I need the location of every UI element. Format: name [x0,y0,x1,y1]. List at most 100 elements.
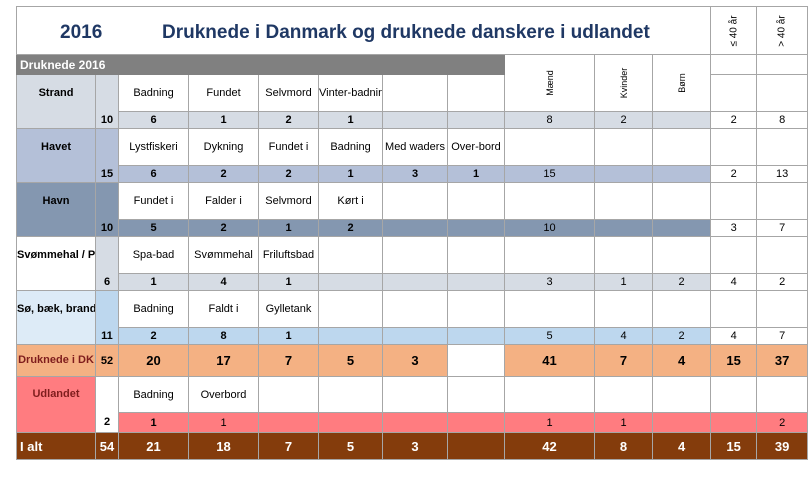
women-value [594,165,653,183]
category-label-strand: Strand [16,74,96,112]
cause-value [447,273,505,291]
udland-count: 2 [95,412,119,433]
le40-value: 4 [710,327,758,345]
header: 2016 Druknede i Danmark og druknede dans… [0,6,685,54]
header-children: Børn [651,54,712,112]
cause-label: Badning [118,74,189,112]
cause-label [382,236,448,274]
empty-cell [594,182,653,220]
gt40-value: 13 [756,165,809,183]
cause-value: 1 [118,273,189,291]
cause-value: 1 [118,412,189,433]
men-value: 5 [504,327,595,345]
year-label: 2016 [60,22,103,43]
cause-label: Fundet [188,74,259,112]
cause-label [318,236,383,274]
cause-value: 1 [258,327,319,345]
dk-total-children: 4 [651,344,712,377]
udland-label: Udlandet [16,376,96,413]
grand-total-label: I alt [16,432,96,460]
men-value: 3 [504,273,595,291]
section-label: Druknede 2016 [16,54,505,75]
gt40-value: 2 [756,273,809,291]
cause-label: Fundet i [118,182,189,220]
children-value: 2 [651,327,712,345]
category-label-havn-lower [16,219,96,237]
empty-cell [594,236,653,274]
dk-total-value: 3 [382,344,448,377]
header-women: Kvinder [594,54,653,112]
empty-cell [651,128,712,166]
cause-value: 2 [188,219,259,237]
category-label-pool-lower [16,273,96,291]
empty-cell [651,376,712,413]
cause-value: 8 [188,327,259,345]
women-value: 1 [594,412,653,433]
cause-label [382,74,448,112]
cause-label [382,290,448,328]
cause-label: Over-bord [447,128,505,166]
count-spacer [95,182,119,220]
count-spacer [95,236,119,274]
empty-cell [504,128,595,166]
le40-value: 4 [710,273,758,291]
cause-label [258,376,319,413]
men-value: 1 [504,412,595,433]
cause-value: 5 [118,219,189,237]
men-value: 10 [504,219,595,237]
cause-value: 1 [318,165,383,183]
cause-label [318,290,383,328]
dk-total-men: 41 [504,344,595,377]
cause-label [447,182,505,220]
empty-cell [504,182,595,220]
le40-value: 2 [710,165,758,183]
empty-cell [756,376,809,413]
empty-cell [710,182,758,220]
empty-cell [651,182,712,220]
women-value [594,219,653,237]
empty-cell [756,236,809,274]
dk-total-women: 7 [594,344,653,377]
category-count-pool: 6 [95,273,119,291]
cause-value [382,111,448,129]
cause-label: Badning [318,128,383,166]
cause-value: 2 [188,165,259,183]
grand-total-value [447,432,505,460]
cause-value [318,412,383,433]
grand-total-gt40: 39 [756,432,809,460]
men-value: 8 [504,111,595,129]
empty-cell [594,128,653,166]
cause-value [382,219,448,237]
empty-cell [710,54,758,75]
cause-label [447,236,505,274]
cause-label: Faldt i [188,290,259,328]
men-value: 15 [504,165,595,183]
dk-total-value: 7 [258,344,319,377]
empty-cell [756,290,809,328]
cause-value [382,273,448,291]
category-count-soe: 11 [95,327,119,345]
women-value: 4 [594,327,653,345]
count-spacer [95,290,119,328]
cause-label [447,290,505,328]
cause-label [447,74,505,112]
children-value [651,111,712,129]
cause-value: 6 [118,111,189,129]
le40-value: 2 [710,111,758,129]
header-men: Mænd [504,54,595,112]
cause-label: Lystfiskeri [118,128,189,166]
cause-label: Selvmord [258,182,319,220]
category-label-pool: Svømmehal / Pool [16,236,96,274]
gt40-value: 7 [756,327,809,345]
cause-label [382,376,448,413]
cause-label [318,376,383,413]
dk-total-value: 5 [318,344,383,377]
children-value [651,219,712,237]
cause-label: Badning [118,376,189,413]
category-label-soe: Sø, bæk, branddam [16,290,96,328]
empty-cell [756,54,809,75]
empty-cell [594,290,653,328]
cause-label: Gylletank [258,290,319,328]
grand-total-value: 3 [382,432,448,460]
count-spacer [95,128,119,166]
